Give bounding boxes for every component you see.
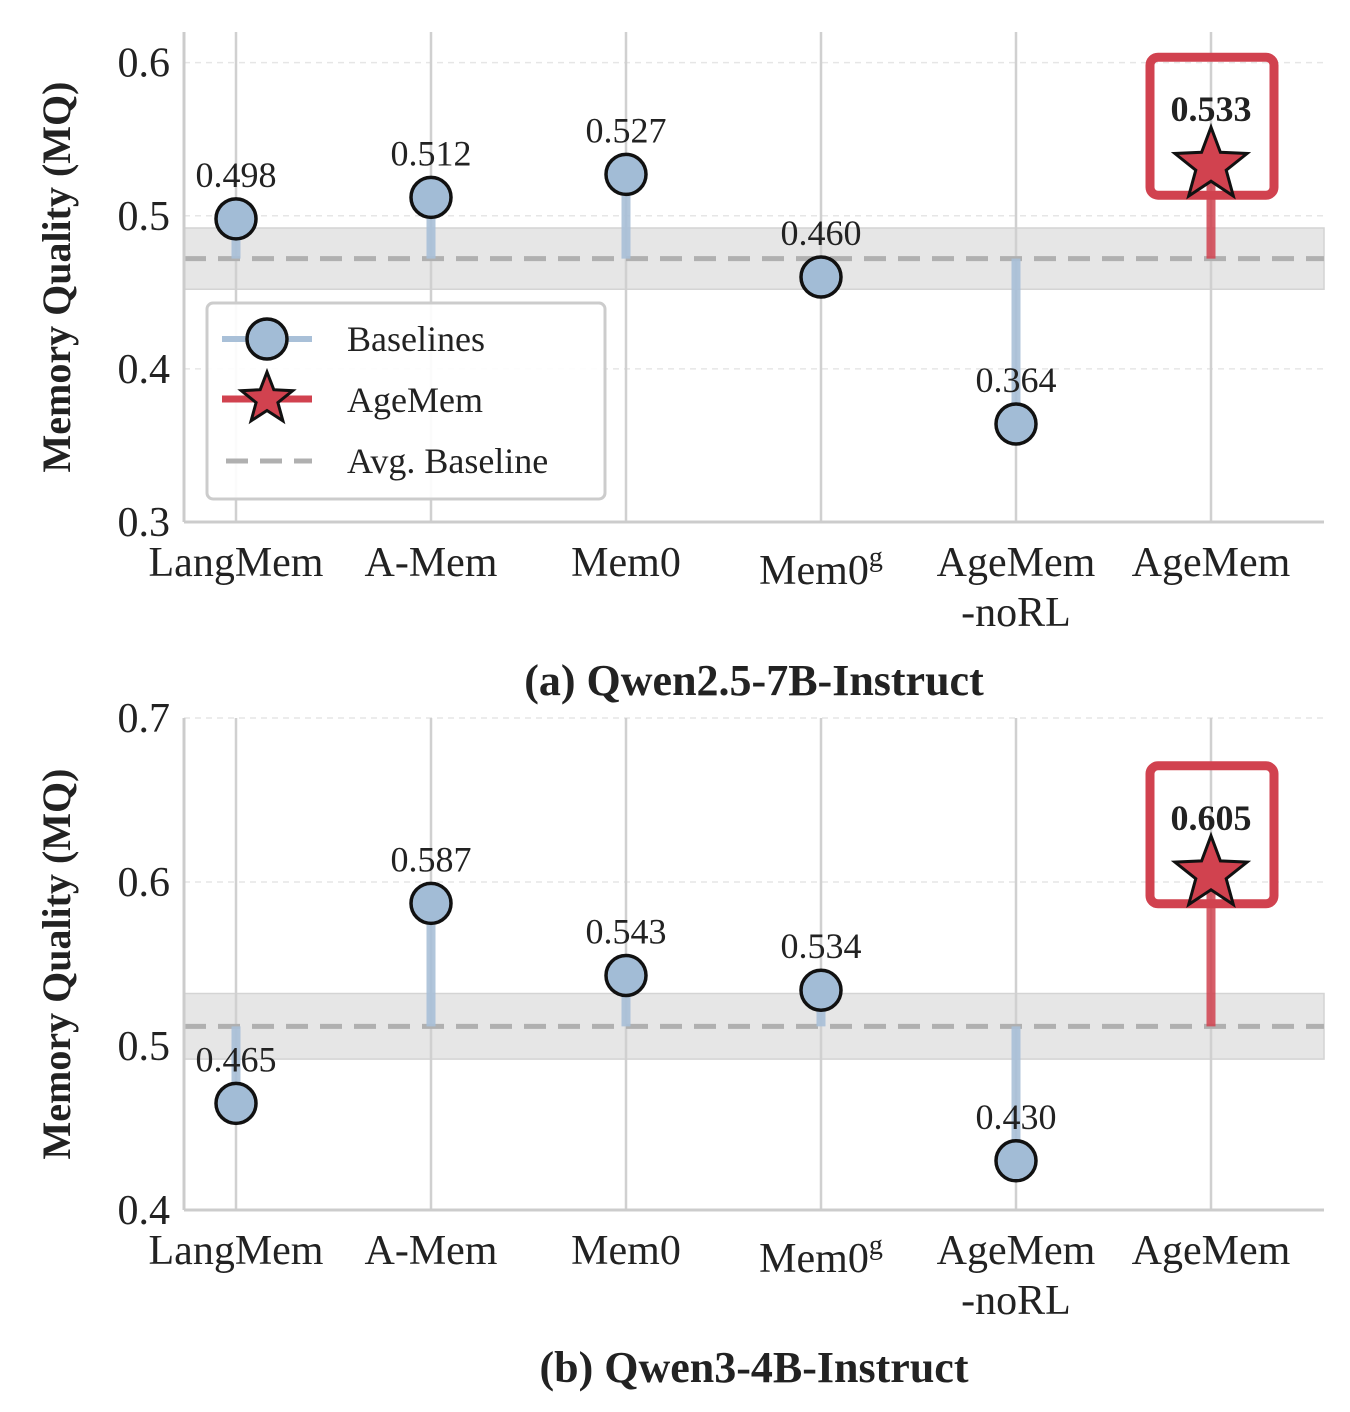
- data-label: 0.527: [586, 110, 667, 150]
- data-label: 0.587: [391, 839, 472, 879]
- data-label: 0.543: [586, 911, 667, 951]
- legend-frame: [205, 301, 607, 501]
- x-tick-label: Mem0: [571, 540, 681, 586]
- baseline-marker: [409, 881, 453, 926]
- y-tick-label: 0.5: [118, 194, 171, 240]
- baseline-marker: [214, 197, 258, 241]
- y-tick-label: 0.6: [118, 860, 171, 906]
- legend-label-agemem: AgeMem: [347, 380, 483, 420]
- x-tick-label: AgeMem: [1132, 1228, 1291, 1274]
- baseline-marker: [799, 255, 843, 299]
- x-tick-label: Mem0g: [759, 542, 883, 594]
- baseline-marker: [604, 152, 648, 197]
- panel-caption: (b) Qwen3-4B-Instruct: [540, 1343, 969, 1392]
- baseline-marker: [994, 402, 1038, 446]
- y-axis-label: Memory Quality (MQ): [34, 82, 79, 473]
- baseline-marker: [604, 953, 648, 998]
- y-axis-label: Memory Quality (MQ): [34, 769, 79, 1160]
- data-label: 0.460: [781, 213, 862, 253]
- x-tick-label: A-Mem: [365, 1228, 498, 1274]
- baseline-marker: [409, 175, 453, 220]
- x-tick-label: AgeMem: [1132, 540, 1291, 586]
- y-tick-label: 0.3: [118, 500, 171, 546]
- x-tick-label-line2: -noRL: [961, 590, 1071, 636]
- y-tick-label: 0.6: [118, 41, 171, 87]
- agemem-star-marker: [1170, 122, 1252, 200]
- x-tick-label: A-Mem: [365, 540, 498, 586]
- x-tick-label: LangMem: [149, 540, 324, 586]
- data-label: 0.465: [196, 1039, 277, 1079]
- legend-label-baselines: Baselines: [347, 319, 485, 359]
- x-tick-label-line2: -noRL: [961, 1278, 1071, 1324]
- y-tick-label: 0.5: [118, 1024, 171, 1070]
- data-label: 0.430: [976, 1097, 1057, 1137]
- highlight-box: [1145, 761, 1279, 909]
- chart-panel-a: 0.3 0.4 0.5 0.6 Memory Quality (MQ) LangMem A-…: [34, 32, 1325, 705]
- data-label: 0.364: [976, 360, 1057, 400]
- x-tick-label: Mem0: [571, 1228, 681, 1274]
- legend-baseline-marker: [245, 317, 289, 361]
- chart-panel-b: 0.4 0.5 0.6 0.7 Memory Quality (MQ) LangMem A-…: [34, 696, 1325, 1392]
- baseline-marker: [214, 1081, 258, 1126]
- data-label: 0.533: [1171, 89, 1252, 129]
- highlight-box: [1145, 52, 1279, 200]
- agemem-star-marker: [1170, 831, 1252, 908]
- baseline-marker: [994, 1139, 1038, 1183]
- data-label: 0.512: [391, 133, 472, 173]
- x-tick-label: AgeMem: [937, 540, 1096, 586]
- legend: Baselines AgeMem Avg. Baseline: [205, 301, 607, 501]
- x-tick-label: LangMem: [149, 1228, 324, 1274]
- panel-caption: (a) Qwen2.5-7B-Instruct: [524, 656, 984, 705]
- x-tick-label: AgeMem: [937, 1228, 1096, 1274]
- data-label: 0.534: [781, 926, 862, 966]
- data-label: 0.498: [196, 155, 277, 195]
- baseline-marker: [799, 968, 843, 1012]
- y-tick-label: 0.4: [118, 1188, 171, 1234]
- legend-label-avg: Avg. Baseline: [347, 441, 548, 481]
- data-label: 0.605: [1171, 798, 1252, 838]
- y-tick-label: 0.7: [118, 696, 171, 742]
- legend-agemem-star: [237, 367, 297, 425]
- avg-baseline-band: [183, 992, 1325, 1060]
- y-tick-label: 0.4: [118, 347, 171, 393]
- x-tick-label: Mem0g: [759, 1230, 883, 1282]
